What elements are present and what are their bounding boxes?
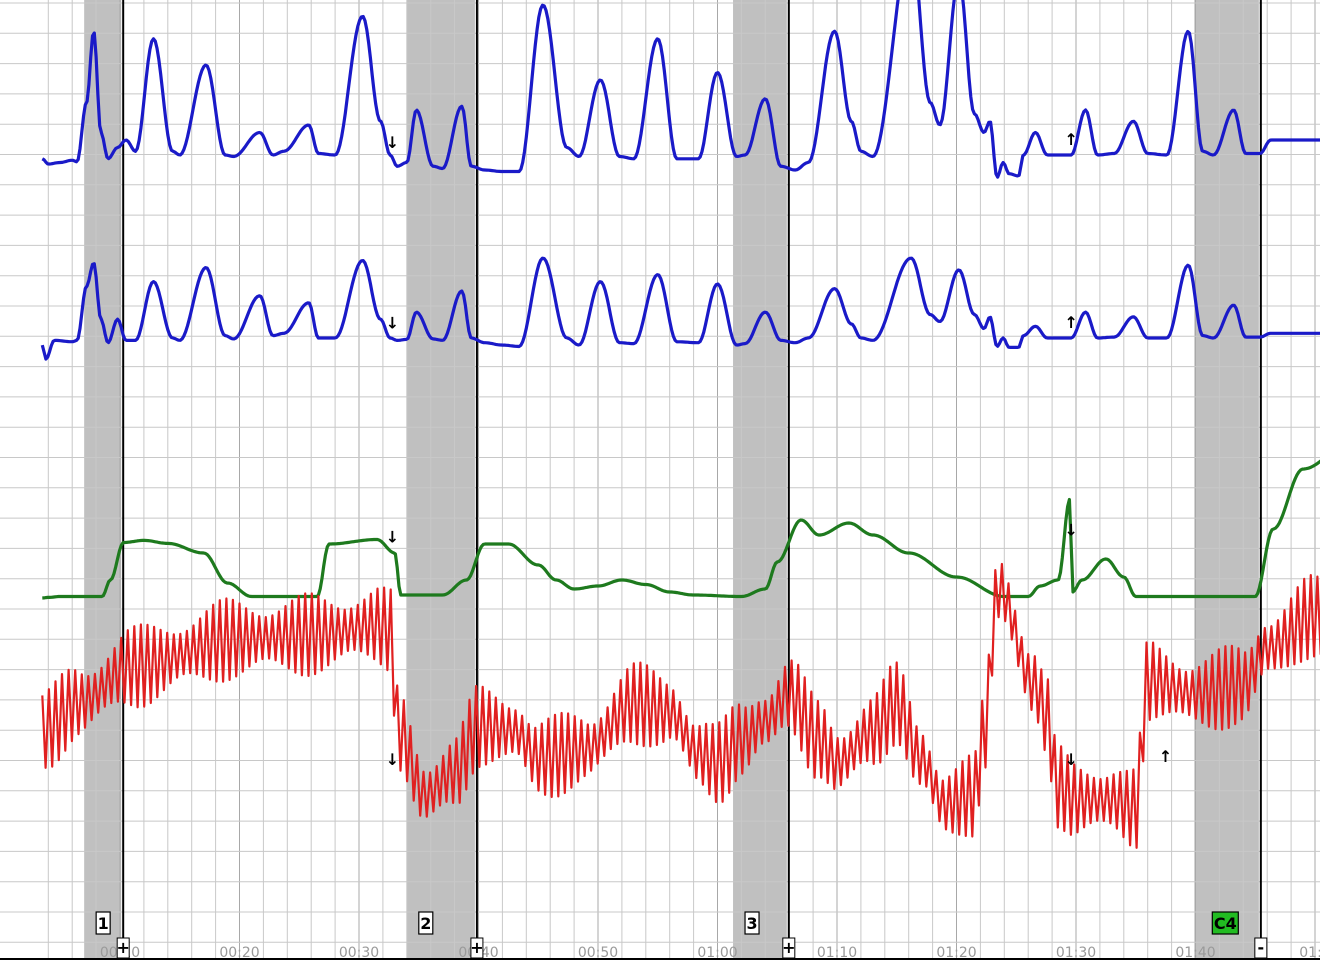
question-label-text: 1 xyxy=(98,914,109,933)
arrow-down-marker: ↓ xyxy=(1065,750,1078,769)
result-box xyxy=(116,937,130,959)
series-line-cardio xyxy=(41,562,1320,849)
arrow-up-marker: ↑ xyxy=(1159,747,1172,766)
question-label-1: 1 xyxy=(95,911,111,935)
series-line-pneumo-lower xyxy=(40,256,1320,361)
x-tick-label: 01:40 xyxy=(1175,945,1215,961)
question-band-4 xyxy=(1194,0,1259,958)
x-tick-label: 00:20 xyxy=(219,945,259,961)
x-tick-label: 01:30 xyxy=(1056,945,1096,961)
arrow-down-marker: ↓ xyxy=(386,133,399,152)
x-tick-label: 00:30 xyxy=(339,945,379,961)
question-band-2 xyxy=(406,0,475,958)
arrow-down-marker: ↓ xyxy=(386,750,399,769)
chart-series xyxy=(40,0,1320,849)
series-line-eda xyxy=(42,459,1320,600)
arrow-up-marker: ↑ xyxy=(1065,130,1078,149)
question-label-3: 3 xyxy=(744,911,760,935)
x-tick-label: 00:50 xyxy=(578,945,618,961)
question-label-2: 2 xyxy=(418,911,434,935)
x-tick-label: 01:10 xyxy=(817,945,857,961)
arrow-down-marker: ↓ xyxy=(1065,521,1078,540)
x-axis: 00:1000:2000:3000:4000:5001:0001:1001:20… xyxy=(0,945,1320,961)
question-band-1 xyxy=(84,0,122,958)
x-tick-label: 01:00 xyxy=(697,945,737,961)
question-label-text: 3 xyxy=(746,914,757,933)
result-box xyxy=(470,937,484,959)
question-label-box xyxy=(1211,911,1239,935)
question-label-box xyxy=(418,911,434,935)
chart-annotations: ↓ ↓ ↓ ↓ ↑ ↑ ↓ ↓ ↑ xyxy=(386,130,1173,769)
question-markers: 1 +2 +3 + C4 - xyxy=(95,911,1268,959)
arrow-down-marker: ↓ xyxy=(386,314,399,333)
question-result-2: + xyxy=(470,937,484,959)
result-box xyxy=(782,937,796,959)
result-box xyxy=(1254,937,1268,959)
series-line-pneumo-upper xyxy=(41,0,1320,179)
question-onset-lines xyxy=(122,0,1262,958)
result-text: + xyxy=(470,938,483,957)
question-result-1: + xyxy=(116,937,130,959)
x-tick-label: 01:20 xyxy=(936,945,976,961)
question-label-c4: C4 xyxy=(1211,911,1239,935)
question-result-4: - xyxy=(1254,937,1268,959)
question-result-3: + xyxy=(782,937,796,959)
x-tick-label: 01:5 xyxy=(1299,945,1320,961)
result-text: - xyxy=(1258,938,1265,957)
question-label-box xyxy=(95,911,111,935)
question-label-text: 2 xyxy=(420,914,431,933)
arrow-up-marker: ↑ xyxy=(1065,313,1078,332)
result-text: + xyxy=(116,938,129,957)
question-label-box xyxy=(744,911,760,935)
arrow-down-marker: ↓ xyxy=(386,527,399,546)
result-text: + xyxy=(782,938,795,957)
question-label-text: C4 xyxy=(1214,914,1237,933)
